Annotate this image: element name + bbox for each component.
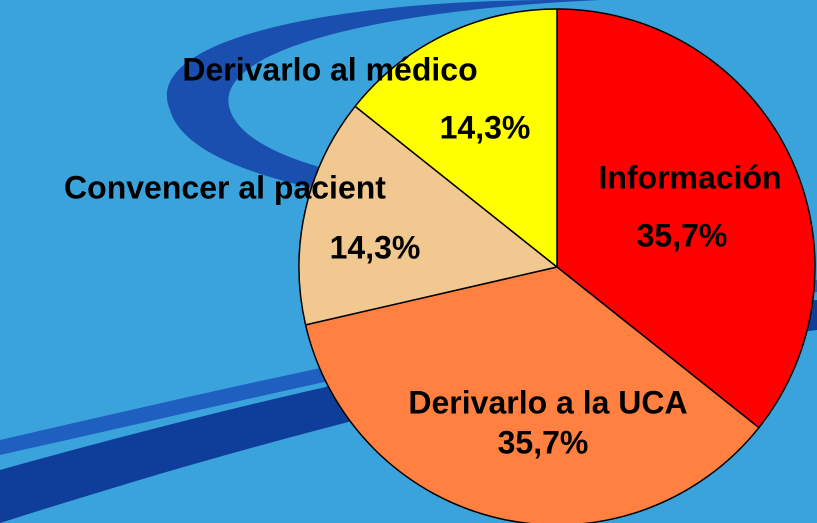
value-label: 14,3% [330, 229, 421, 265]
slice-label: Convencer al pacient [64, 169, 386, 205]
value-label: 35,7% [498, 424, 589, 460]
pie [298, 8, 816, 523]
pie-slice [298, 105, 559, 326]
slice-label: Información [598, 159, 781, 195]
labels: Información 35,7% Derivarlo a la UCA 35,7% C… [64, 51, 782, 460]
slice-label: Derivarlo a la UCA [408, 384, 687, 420]
pie-slice [556, 8, 816, 429]
pie-slice [304, 266, 760, 523]
value-label: 14,3% [440, 109, 531, 145]
pie-slice [354, 8, 558, 269]
value-label: 35,7% [637, 217, 728, 253]
slice-label: Derivarlo al médico [182, 51, 477, 87]
swoosh [166, 0, 600, 215]
